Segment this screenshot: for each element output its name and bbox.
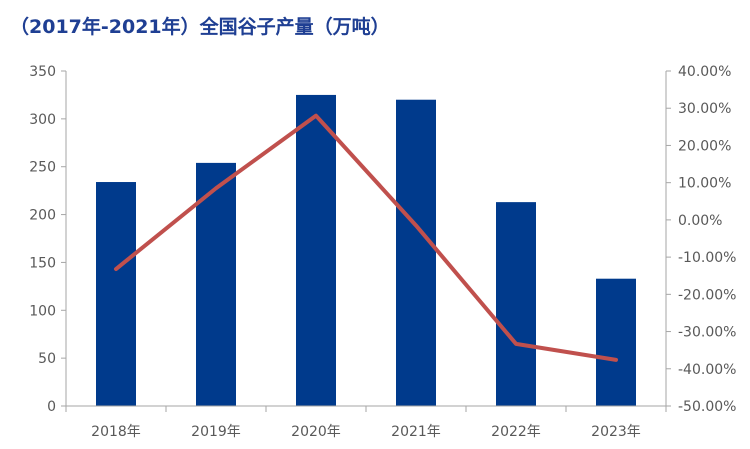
bar [96,182,136,406]
x-axis-ticks: 2018年 2019年 2020年 2021年 2022年 2023年 [65,406,667,440]
bar [196,162,236,406]
right-tick-label: 40.00% [678,64,731,80]
right-tick-label: -50.00% [678,399,736,415]
bar [396,99,436,406]
right-tick-label: 20.00% [678,138,731,154]
right-tick-label: -10.00% [678,250,736,266]
bar [496,202,536,406]
right-tick-label: 30.00% [678,101,731,117]
bar [296,94,336,406]
left-tick-label: 0 [47,399,56,415]
chart-title: （2017年-2021年）全国谷子产量（万吨） [10,16,390,38]
left-tick-label: 50 [38,351,56,367]
left-tick-label: 300 [29,112,56,128]
right-tick-label: -40.00% [678,362,736,378]
bar-series [96,94,636,406]
right-tick-label: 10.00% [678,176,731,192]
left-tick-label: 200 [29,208,56,224]
x-tick-label: 2018年 [91,424,141,440]
x-tick-label: 2019年 [191,424,241,440]
growth-line-series [114,113,618,362]
x-tick-label: 2022年 [491,424,541,440]
left-tick-label: 350 [29,64,56,80]
right-tick-label: 0.00% [678,213,722,229]
x-tick-label: 2021年 [391,424,441,440]
left-tick-label: 100 [29,303,56,319]
right-tick-label: -30.00% [678,325,736,341]
growth-line [114,113,618,362]
x-tick-label: 2023年 [591,424,641,440]
left-axis-ticks: 0 50 100 150 200 250 300 350 [29,64,66,415]
left-tick-label: 150 [29,255,56,271]
bar [596,278,636,406]
right-axis-ticks: -50.00% -40.00% -30.00% -20.00% -10.00% 0.00%… [666,64,736,415]
right-tick-label: -20.00% [678,287,736,303]
left-tick-label: 250 [29,160,56,176]
x-tick-label: 2020年 [291,424,341,440]
